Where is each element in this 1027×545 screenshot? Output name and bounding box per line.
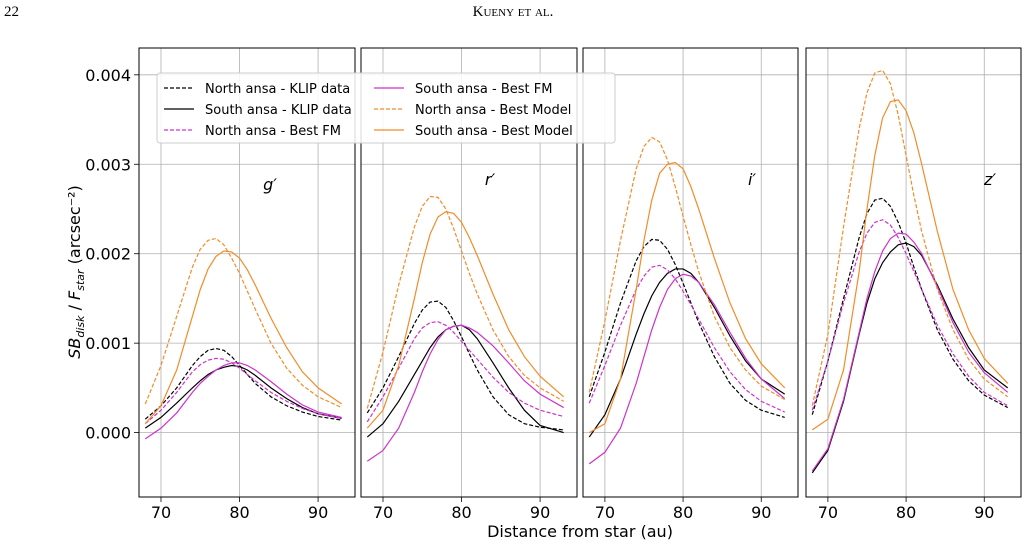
series-line — [588, 136, 786, 401]
y-label-part: star — [74, 268, 87, 291]
legend-label: North ansa - Best FM — [205, 124, 341, 139]
series-line — [366, 211, 565, 429]
series-line — [811, 99, 1009, 431]
panel-frame — [138, 47, 356, 498]
legend-box — [156, 72, 616, 144]
series-line — [588, 273, 786, 465]
x-tick-label: 80 — [673, 503, 693, 522]
x-tick-label: 80 — [896, 503, 916, 522]
legend-label: South ansa - KLIP data — [205, 103, 352, 118]
x-tick-label: 90 — [974, 503, 994, 522]
series-line — [811, 69, 1009, 406]
running-head: Kueny et al. — [473, 4, 554, 20]
series-line — [366, 324, 564, 462]
series-line — [144, 237, 342, 409]
legend: North ansa - KLIP data South ansa - KLIP … — [156, 72, 616, 144]
series-line — [366, 324, 564, 438]
y-tick-label: 0.001 — [85, 334, 131, 353]
x-tick-label: 70 — [373, 503, 393, 522]
series-line — [144, 364, 342, 429]
x-tick-label: 70 — [818, 503, 838, 522]
legend-label: South ansa - Best Model — [415, 124, 573, 139]
series-line — [811, 219, 1009, 411]
panel-label: g′ — [263, 175, 277, 194]
y-label-part: (arcsec⁻²) — [65, 185, 84, 269]
y-tick-label: 0.000 — [85, 424, 131, 443]
series-line — [811, 232, 1009, 472]
panel-label: i′ — [748, 170, 756, 189]
series-line — [811, 242, 1009, 474]
y-label-part: SB — [65, 338, 84, 359]
x-tick-label: 70 — [595, 503, 615, 522]
legend-label: South ansa - Best FM — [415, 82, 552, 97]
x-tick-label: 90 — [751, 503, 771, 522]
series-line — [366, 300, 564, 431]
legend-label: North ansa - KLIP data — [205, 82, 350, 97]
series-line — [366, 321, 564, 423]
series-line — [366, 195, 564, 409]
panel-label: r′ — [485, 170, 496, 189]
x-tick-label: 80 — [229, 503, 249, 522]
y-label-part: F — [65, 290, 84, 300]
series-line — [588, 264, 785, 413]
y-tick-label: 0.004 — [85, 66, 131, 85]
x-tick-label: 90 — [308, 503, 328, 522]
y-tick-label: 0.002 — [85, 245, 131, 264]
y-label-part: disk — [74, 315, 87, 338]
series-line — [588, 268, 786, 438]
x-tick-label: 90 — [530, 503, 550, 522]
series-line — [811, 197, 1008, 415]
series-line — [588, 161, 786, 434]
y-label-part: / — [65, 300, 84, 316]
panel-frame — [805, 47, 1022, 498]
panel-label: z′ — [983, 170, 996, 189]
page-number: 22 — [4, 4, 19, 20]
series-line — [144, 347, 342, 421]
panel-frame — [360, 47, 578, 498]
x-tick-label: 80 — [451, 503, 471, 522]
x-axis-label: Distance from star (au) — [487, 522, 673, 541]
x-tick-label: 70 — [151, 503, 171, 522]
series-line — [144, 362, 342, 440]
series-line — [144, 250, 342, 425]
legend-label: North ansa - Best Model — [415, 103, 571, 118]
y-tick-label: 0.003 — [85, 155, 131, 174]
panel-frame — [582, 47, 799, 498]
series-line — [588, 238, 785, 418]
y-axis-label: SBdisk / Fstar (arcsec⁻²) — [65, 185, 87, 359]
